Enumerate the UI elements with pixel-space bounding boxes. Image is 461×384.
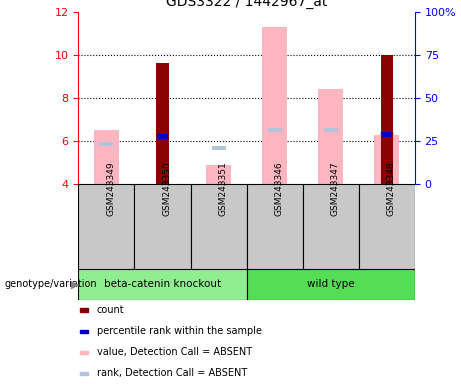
Bar	[100, 142, 113, 146]
Bar	[262, 26, 287, 184]
Bar	[382, 132, 392, 137]
Text: GSM243348: GSM243348	[387, 161, 396, 216]
Bar	[78, 269, 247, 300]
Text: beta-catenin knockout: beta-catenin knockout	[104, 279, 221, 289]
Bar	[303, 184, 359, 269]
Text: rank, Detection Call = ABSENT: rank, Detection Call = ABSENT	[97, 368, 247, 379]
Bar	[158, 134, 167, 139]
Bar	[247, 269, 415, 300]
Bar	[318, 89, 343, 184]
Bar	[212, 146, 225, 149]
Bar	[78, 184, 135, 269]
Bar	[80, 329, 88, 333]
Text: count: count	[97, 305, 124, 315]
Text: GSM243350: GSM243350	[162, 161, 171, 216]
Bar	[80, 372, 88, 375]
Bar	[359, 184, 415, 269]
Bar	[324, 128, 338, 132]
Bar	[381, 55, 393, 184]
Text: percentile rank within the sample: percentile rank within the sample	[97, 326, 262, 336]
Text: value, Detection Call = ABSENT: value, Detection Call = ABSENT	[97, 347, 252, 358]
Bar	[380, 132, 394, 136]
Text: genotype/variation: genotype/variation	[5, 279, 97, 289]
Bar	[80, 308, 88, 312]
Text: GSM243346: GSM243346	[275, 161, 284, 216]
Bar	[156, 63, 169, 184]
Bar	[206, 165, 231, 184]
Bar	[80, 351, 88, 354]
Bar	[135, 184, 190, 269]
Text: GSM243347: GSM243347	[331, 161, 340, 216]
Title: GDS3322 / 1442967_at: GDS3322 / 1442967_at	[166, 0, 327, 9]
Bar	[94, 130, 119, 184]
Bar	[190, 184, 247, 269]
Text: wild type: wild type	[307, 279, 355, 289]
Bar	[374, 135, 400, 184]
Bar	[247, 184, 303, 269]
Text: GSM243349: GSM243349	[106, 161, 115, 216]
Bar	[268, 128, 282, 132]
Text: GSM243351: GSM243351	[219, 161, 228, 216]
Text: ▶: ▶	[71, 279, 80, 289]
